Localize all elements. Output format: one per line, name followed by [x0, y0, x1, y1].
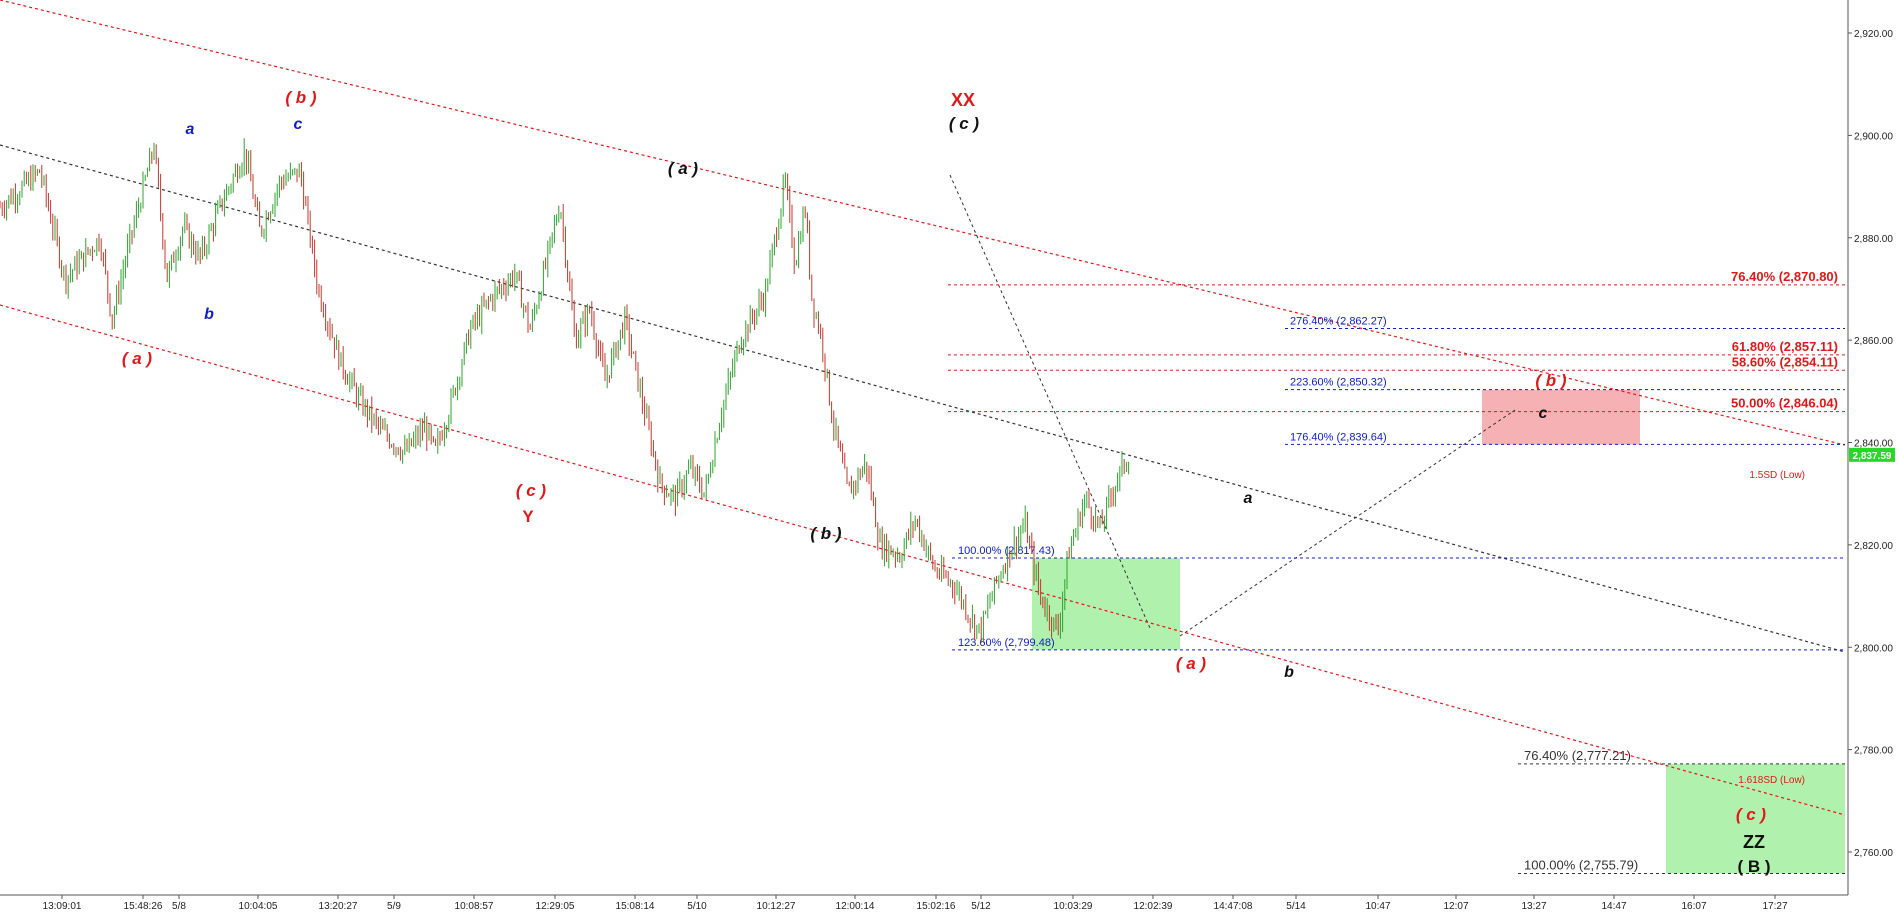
zone-green-right [1666, 763, 1845, 874]
y-tick-label: 2,900.00 [1854, 131, 1893, 142]
price-tag-label: 2,837.59 [1853, 451, 1892, 462]
fib-levels: 76.40% (2,870.80) 276.40% (2,862.27) 61.80… [948, 269, 1845, 875]
x-tick-label: 5/10 [687, 901, 707, 912]
wave-label: a [1244, 490, 1253, 507]
x-tick-label: 15:02:16 [917, 901, 956, 912]
red-channel-line [0, 0, 1846, 446]
wave-label: ( b ) [285, 88, 316, 107]
x-tick-label: 5/8 [172, 901, 186, 912]
x-tick-label: 10:08:57 [455, 901, 494, 912]
x-tick-label: 13:20:27 [319, 901, 358, 912]
wave-label: ( b ) [1535, 371, 1566, 390]
channel-label: 1.618SD (Low) [1738, 775, 1805, 786]
wave-label: c [1539, 405, 1548, 422]
y-tick-label: 2,880.00 [1854, 234, 1893, 245]
fib-level-label: 76.40% (2,870.80) [1731, 269, 1838, 284]
y-tick-label: 2,840.00 [1854, 439, 1893, 450]
wave-label: XX [951, 90, 975, 110]
fib-level-label: 276.40% (2,862.27) [1290, 316, 1387, 328]
y-tick-label: 2,780.00 [1854, 746, 1893, 757]
x-tick-label: 12:07 [1443, 901, 1468, 912]
x-tick-label: 12:00:14 [836, 901, 875, 912]
wave-label: ( a ) [1176, 654, 1207, 673]
fib-level-label: 76.40% (2,777.21) [1524, 748, 1631, 763]
red-channel-line [0, 304, 1846, 816]
fib-level-label: 123.60% (2,799.48) [958, 637, 1055, 649]
x-tick-label: 14:47:08 [1214, 901, 1253, 912]
black-projection-line [1179, 409, 1516, 637]
x-tick-label: 5/14 [1286, 901, 1306, 912]
wave-label: b [204, 306, 214, 323]
wave-label: ( b ) [810, 524, 841, 543]
y-axis: 2,920.00 2,900.00 2,880.00 2,860.00 2,840.00… [1847, 0, 1895, 895]
x-tick-label: 16:07 [1681, 901, 1706, 912]
x-tick-label: 13:09:01 [43, 901, 82, 912]
x-tick-label: 12:29:05 [536, 901, 575, 912]
fib-level-label: 50.00% (2,846.04) [1731, 396, 1838, 411]
x-tick-label: 15:08:14 [616, 901, 655, 912]
wave-label: ( c ) [949, 114, 980, 133]
x-tick-label: 15:48:26 [124, 901, 163, 912]
black-diagonal-line [949, 174, 1151, 629]
x-tick-label: 13:27 [1521, 901, 1546, 912]
fib-level-label: 176.40% (2,839.64) [1290, 431, 1387, 443]
channel-label: 1.5SD (Low) [1749, 470, 1805, 481]
fib-level-label: 223.60% (2,850.32) [1290, 377, 1387, 389]
zone-green-left [1032, 558, 1180, 650]
x-tick-label: 5/12 [971, 901, 991, 912]
x-tick-label: 14:47 [1601, 901, 1626, 912]
trend-channels: 1.5SD (Low) 1.618SD (Low) [0, 0, 1846, 816]
wave-label: ( a ) [122, 349, 153, 368]
x-tick-label: 10:12:27 [757, 901, 796, 912]
y-tick-label: 2,860.00 [1854, 336, 1893, 347]
wave-label: ( a ) [668, 159, 699, 178]
x-tick-label: 5/9 [387, 901, 401, 912]
wave-label: ZZ [1743, 832, 1765, 852]
x-tick-label: 12:02:39 [1134, 901, 1173, 912]
x-tick-label: 10:03:29 [1054, 901, 1093, 912]
x-axis: 13:09:01 15:48:26 5/8 10:04:05 13:20:27 5/9 10… [0, 894, 1848, 912]
y-tick-label: 2,760.00 [1854, 848, 1893, 859]
wave-label: ( c ) [1736, 805, 1767, 824]
wave-labels: ( a ) a b ( b ) c ( c ) Y ( a ) ( b ) XX ( c ) ( a … [122, 88, 1771, 876]
wave-label: b [1284, 664, 1294, 681]
wave-label: a [186, 121, 195, 138]
fib-level-label: 58.60% (2,854.11) [1732, 354, 1838, 369]
fib-level-label: 100.00% (2,817.43) [958, 545, 1055, 557]
y-tick-label: 2,820.00 [1854, 541, 1893, 552]
y-tick-label: 2,920.00 [1854, 29, 1893, 40]
wave-label: ( c ) [516, 481, 547, 500]
y-tick-label: 2,800.00 [1854, 643, 1893, 654]
x-tick-label: 17:27 [1762, 901, 1787, 912]
zone-pink [1482, 389, 1640, 445]
x-tick-label: 10:47 [1365, 901, 1390, 912]
wave-label: ( B ) [1737, 857, 1770, 876]
black-mid-line [0, 144, 1846, 653]
candles [0, 138, 1130, 643]
wave-label: c [294, 116, 303, 133]
fib-zones [1032, 389, 1845, 874]
x-tick-label: 10:04:05 [239, 901, 278, 912]
wave-label: Y [522, 507, 534, 526]
fib-level-label: 100.00% (2,755.79) [1524, 858, 1638, 873]
fib-level-label: 61.80% (2,857.11) [1732, 339, 1838, 354]
price-tag [1849, 447, 1895, 462]
